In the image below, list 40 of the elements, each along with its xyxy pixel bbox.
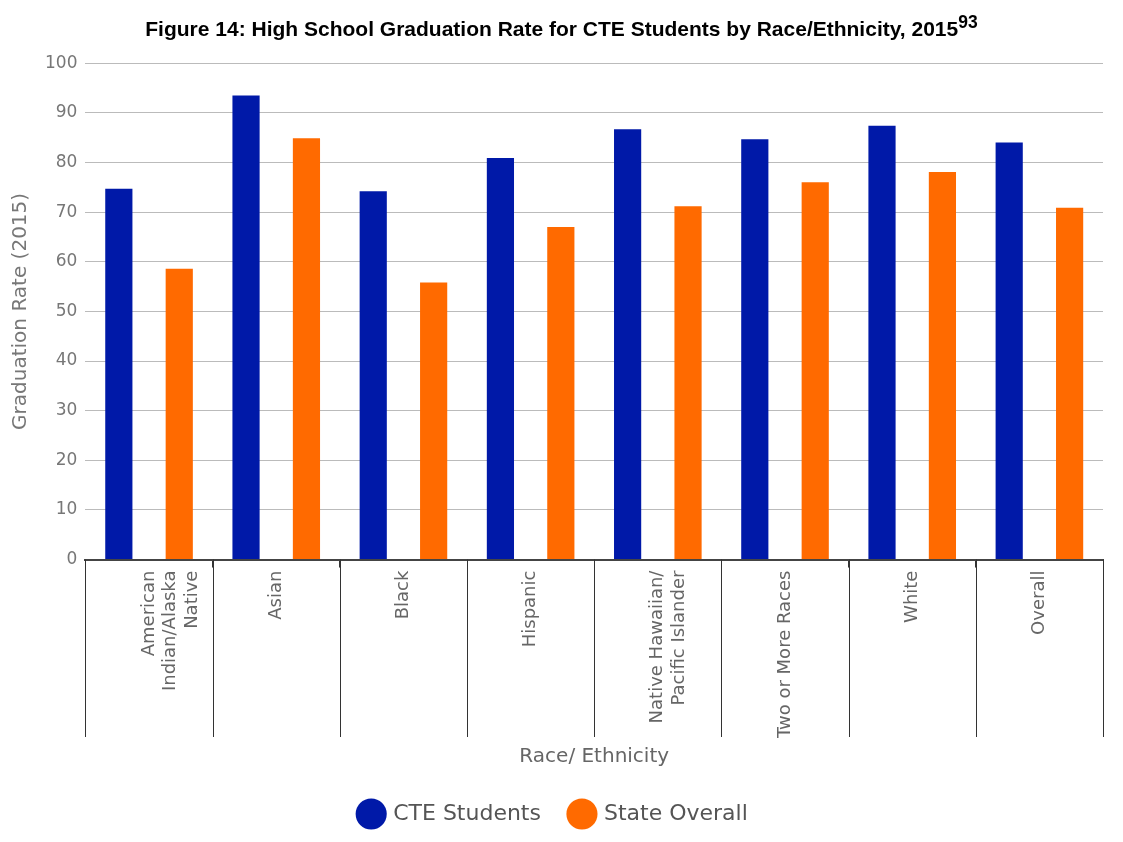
y-tick-label: 10 — [55, 498, 78, 519]
y-tick-label: 50 — [55, 299, 78, 320]
y-tick-label: 40 — [55, 349, 78, 370]
x-tick-label: Overall — [1027, 570, 1049, 635]
x-axis-title: Race/ Ethnicity — [519, 743, 670, 768]
bar — [928, 171, 957, 560]
y-tick-label: 60 — [55, 250, 78, 271]
bar — [232, 95, 260, 560]
x-tick-label: Black — [391, 569, 413, 620]
bar — [105, 188, 133, 560]
bar — [674, 206, 702, 560]
bar — [165, 268, 193, 560]
y-tick-label: 0 — [66, 547, 78, 568]
y-tick-label: 80 — [55, 150, 78, 171]
x-tick-label: White — [899, 570, 921, 623]
x-tick-label: Native Hawaiian/ Pacific Islander — [645, 569, 689, 724]
x-tick-label: Asian — [263, 570, 285, 620]
y-tick-label: 100 — [44, 51, 78, 72]
bar — [420, 282, 448, 560]
bar — [359, 191, 387, 560]
x-tick-label: Two or More Races — [772, 570, 794, 740]
chart-title: Figure 14: High School Graduation Rate for CTE Students by Race/Ethnicity, 2015$^{93}$ — [144, 11, 979, 42]
x-tick-label: Hispanic — [518, 570, 540, 648]
y-axis-title: Graduation Rate (2015) — [7, 192, 32, 430]
legend-label: CTE Students — [393, 799, 541, 825]
bar — [614, 129, 642, 560]
bar — [868, 125, 896, 560]
bar — [1056, 207, 1084, 560]
x-tick-label: American Indian/Alaska Native — [136, 570, 201, 692]
bar — [801, 182, 829, 560]
bar — [995, 142, 1023, 560]
bar — [486, 158, 515, 560]
y-tick-label: 70 — [55, 200, 78, 221]
bar — [292, 138, 321, 560]
bar — [741, 139, 769, 560]
legend-label: State Overall — [603, 799, 748, 825]
y-tick-label: 30 — [55, 399, 78, 420]
bar — [547, 227, 575, 560]
y-tick-label: 20 — [55, 448, 78, 469]
y-tick-label: 90 — [55, 101, 78, 122]
